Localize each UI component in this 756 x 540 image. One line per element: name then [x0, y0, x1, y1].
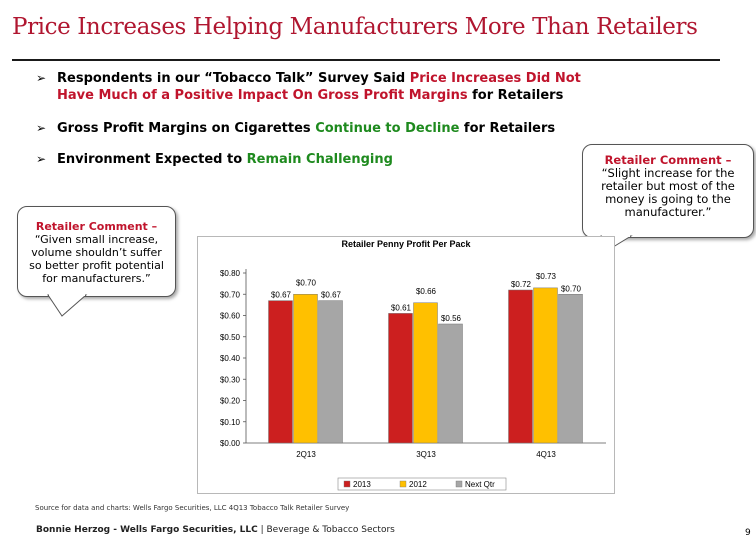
- x-tick-label: 3Q13: [416, 450, 436, 459]
- y-tick-label: $0.50: [220, 333, 241, 342]
- legend-swatch: [399, 480, 407, 488]
- bullet-3-text: Environment Expected to Remain Challengi…: [57, 151, 393, 168]
- footer-sector: Beverage & Tobacco Sectors: [266, 525, 395, 535]
- bullet-3-part-1: Environment Expected to: [57, 152, 247, 167]
- slide-title: Price Increases Helping Manufacturers Mo…: [12, 14, 698, 40]
- bar-2013: [268, 300, 293, 444]
- retailer-comment-callout-left: Retailer Comment – “Given small increase…: [17, 206, 176, 317]
- callout-right-line-4: manufacturer.”: [624, 205, 712, 219]
- bar-data-label: $0.67: [321, 291, 342, 300]
- bullet-2-highlight: Continue to Decline: [315, 121, 460, 136]
- legend-swatch: [455, 480, 463, 488]
- callout-left-pointer: [47, 294, 88, 317]
- bar-data-label: $0.66: [416, 287, 437, 296]
- bullet-1-part-1: Respondents in our “Tobacco Talk” Survey…: [57, 71, 410, 86]
- source-note: Source for data and charts: Wells Fargo …: [35, 504, 350, 512]
- bullet-1-part-4: for Retailers: [467, 88, 564, 103]
- penny-profit-chart: Retailer Penny Profit Per Pack $0.00 $0.1…: [197, 236, 615, 494]
- bullet-1-highlight-1: Price Increases Did Not: [409, 71, 581, 86]
- bar-data-label: $0.61: [391, 303, 412, 312]
- callout-right-line-3: money is going to the: [605, 192, 731, 206]
- arrow-bullet-icon: ➢: [36, 152, 47, 166]
- arrow-bullet-icon: ➢: [36, 71, 47, 85]
- callout-left-line-2: volume shouldn’t suffer: [31, 246, 162, 259]
- bullet-1-text: Respondents in our “Tobacco Talk” Survey…: [57, 70, 581, 104]
- y-tick-label: $0.40: [220, 354, 241, 363]
- page-number: 9: [745, 528, 751, 538]
- bar-data-label: $0.73: [536, 272, 557, 281]
- y-tick-label: $0.70: [220, 290, 241, 299]
- x-tick-label: 2Q13: [296, 450, 316, 459]
- callout-right-head: Retailer Comment –: [604, 153, 732, 167]
- bar-next-qtr: [438, 323, 463, 444]
- callout-right-line-1: “Slight increase for the: [601, 166, 735, 180]
- bullet-1-highlight-2: Have Much of a Positive Impact On Gross …: [57, 88, 468, 103]
- callout-left-line-1: “Given small increase,: [34, 233, 159, 246]
- legend-swatch: [343, 480, 351, 488]
- bar-data-label: $0.72: [511, 280, 532, 289]
- chart-title: Retailer Penny Profit Per Pack: [341, 239, 471, 249]
- footer-author: Bonnie Herzog - Wells Fargo Securities, …: [36, 525, 258, 535]
- legend-label: 2012: [409, 480, 427, 489]
- callout-left-line-3: so better profit potential: [29, 259, 164, 272]
- bullet-2-text: Gross Profit Margins on Cigarettes Conti…: [57, 120, 555, 137]
- y-tick-label: $0.10: [220, 418, 241, 427]
- callout-right-line-2: retailer but most of the: [601, 179, 735, 193]
- footer-separator: |: [257, 525, 267, 535]
- bar-data-label: $0.67: [271, 291, 292, 300]
- y-tick-label: $0.00: [220, 439, 241, 448]
- bar-2013: [388, 313, 413, 444]
- y-tick-label: $0.20: [220, 397, 241, 406]
- x-tick-label: 4Q13: [536, 450, 556, 459]
- footer: Bonnie Herzog - Wells Fargo Securities, …: [36, 525, 395, 535]
- y-tick-label: $0.30: [220, 375, 241, 384]
- bar-2013: [508, 289, 533, 444]
- y-tick-label: $0.80: [220, 269, 241, 278]
- bar-next-qtr: [318, 300, 343, 444]
- y-tick-label: $0.60: [220, 312, 241, 321]
- bar-2012: [293, 294, 318, 444]
- chart-canvas: $0.00 $0.10 $0.20 $0.30 $0.40 $0.50 $0.60 $0.70…: [220, 269, 606, 491]
- title-divider: [12, 59, 720, 61]
- bar-2012: [533, 287, 558, 444]
- bullet-2-part-1: Gross Profit Margins on Cigarettes: [57, 121, 316, 136]
- legend-label: 2013: [353, 480, 371, 489]
- bar-data-label: $0.56: [441, 314, 462, 323]
- bar-data-label: $0.70: [296, 278, 317, 287]
- arrow-bullet-icon: ➢: [36, 121, 47, 135]
- bullet-3-highlight: Remain Challenging: [246, 152, 393, 167]
- bar-2012: [413, 302, 438, 444]
- bar-data-label: $0.70: [561, 284, 582, 293]
- legend-box: [337, 477, 507, 491]
- bullet-2-part-3: for Retailers: [459, 121, 556, 136]
- retailer-comment-callout-right: Retailer Comment – “Slight increase for …: [582, 144, 754, 253]
- callout-left-head: Retailer Comment –: [35, 220, 158, 233]
- legend-label: Next Qtr: [465, 480, 495, 489]
- callout-left-line-4: for manufacturers.”: [42, 272, 151, 285]
- bar-next-qtr: [558, 294, 583, 444]
